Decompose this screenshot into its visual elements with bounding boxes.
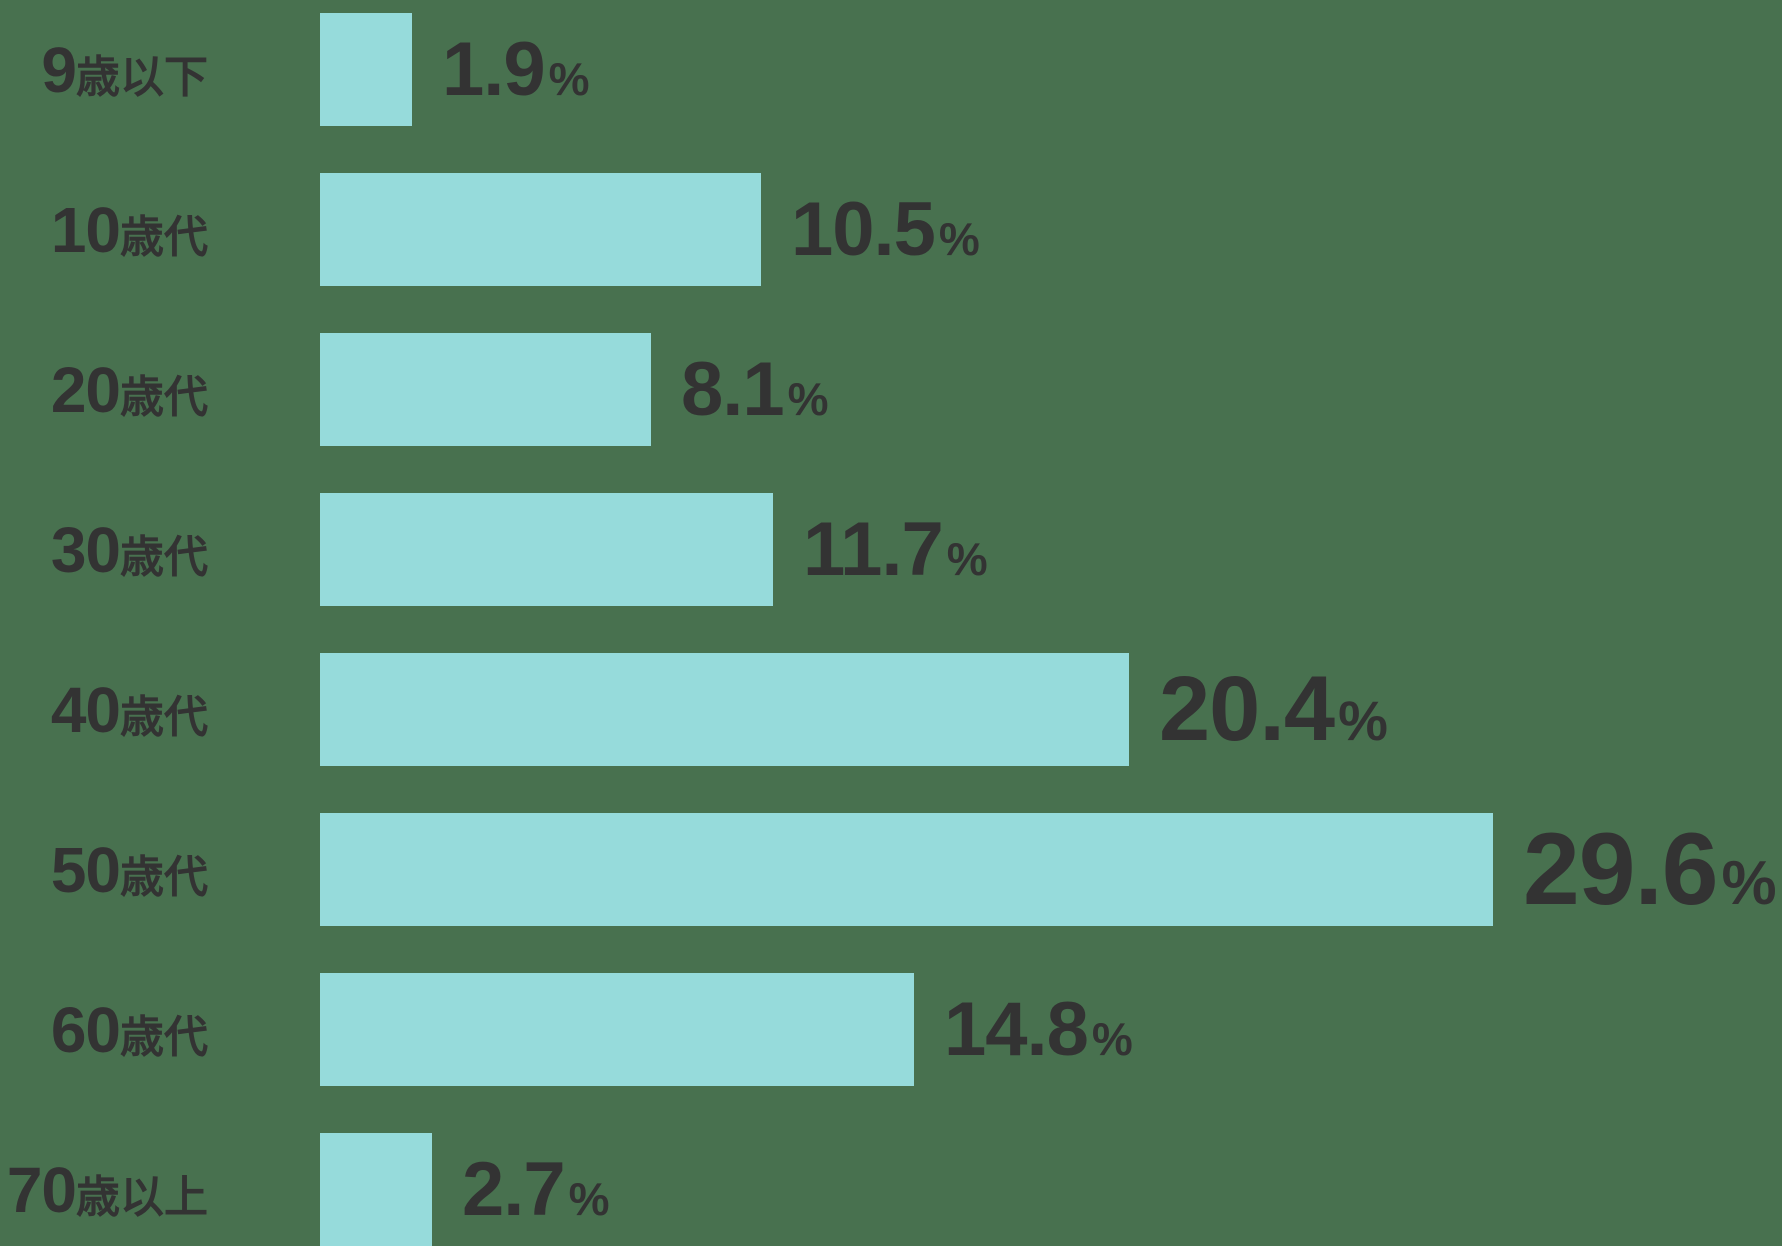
bar: [320, 333, 651, 446]
chart-row: 9歳以下 1.9%: [0, 13, 1782, 126]
category-label-number: 10: [50, 193, 121, 266]
category-label: 20歳代: [0, 353, 320, 427]
bar: [320, 173, 761, 286]
category-label-suffix: 歳代: [120, 852, 208, 902]
category-label-suffix: 歳代: [120, 1012, 208, 1062]
percent-sign: %: [1338, 689, 1388, 752]
value-label: 10.5%: [791, 186, 980, 273]
value-number: 14.8: [944, 987, 1089, 1072]
bar: [320, 813, 1493, 926]
percent-sign: %: [568, 1173, 610, 1225]
category-label-number: 20: [50, 353, 121, 426]
value-label: 2.7%: [462, 1146, 610, 1233]
category-label-suffix: 歳以上: [76, 1172, 208, 1222]
chart-row: 10歳代 10.5%: [0, 173, 1782, 286]
percent-sign: %: [946, 533, 988, 585]
bar: [320, 493, 773, 606]
category-label-suffix: 歳代: [120, 212, 208, 262]
value-label: 11.7%: [803, 506, 988, 593]
category-label-suffix: 歳以下: [76, 52, 208, 102]
value-number: 20.4: [1159, 658, 1335, 760]
value-label: 1.9%: [442, 26, 590, 113]
category-label: 70歳以上: [0, 1153, 320, 1227]
category-label: 60歳代: [0, 993, 320, 1067]
category-label-number: 30: [50, 513, 121, 586]
value-number: 2.7: [462, 1147, 566, 1232]
value-number: 8.1: [681, 347, 785, 432]
category-label: 9歳以下: [0, 33, 320, 107]
chart-row: 60歳代 14.8%: [0, 973, 1782, 1086]
value-label: 29.6%: [1523, 811, 1777, 928]
value-number: 11.7: [803, 507, 944, 592]
percent-sign: %: [1721, 849, 1777, 918]
bar: [320, 653, 1129, 766]
category-label-suffix: 歳代: [120, 532, 208, 582]
value-label: 8.1%: [681, 346, 829, 433]
category-label: 10歳代: [0, 193, 320, 267]
chart-row: 30歳代 11.7%: [0, 493, 1782, 606]
value-label: 20.4%: [1159, 657, 1388, 762]
category-label-suffix: 歳代: [120, 372, 208, 422]
percent-sign: %: [938, 213, 980, 265]
category-label-number: 9: [41, 33, 77, 106]
chart-row: 50歳代 29.6%: [0, 811, 1782, 928]
category-label: 40歳代: [0, 673, 320, 747]
percent-sign: %: [548, 53, 590, 105]
bar: [320, 973, 914, 1086]
value-number: 1.9: [442, 27, 546, 112]
chart-row: 40歳代 20.4%: [0, 653, 1782, 766]
bar: [320, 13, 412, 126]
category-label: 50歳代: [0, 833, 320, 907]
category-label-number: 60: [50, 993, 121, 1066]
percent-sign: %: [787, 373, 829, 425]
value-number: 10.5: [791, 187, 936, 272]
category-label-number: 50: [50, 833, 121, 906]
percent-sign: %: [1091, 1013, 1133, 1065]
category-label: 30歳代: [0, 513, 320, 587]
category-label-number: 40: [50, 673, 121, 746]
category-label-number: 70: [6, 1153, 77, 1226]
chart-row: 70歳以上 2.7%: [0, 1133, 1782, 1246]
value-label: 14.8%: [944, 986, 1133, 1073]
bar: [320, 1133, 432, 1246]
category-label-suffix: 歳代: [120, 692, 208, 742]
chart-row: 20歳代 8.1%: [0, 333, 1782, 446]
value-number: 29.6: [1523, 812, 1719, 926]
